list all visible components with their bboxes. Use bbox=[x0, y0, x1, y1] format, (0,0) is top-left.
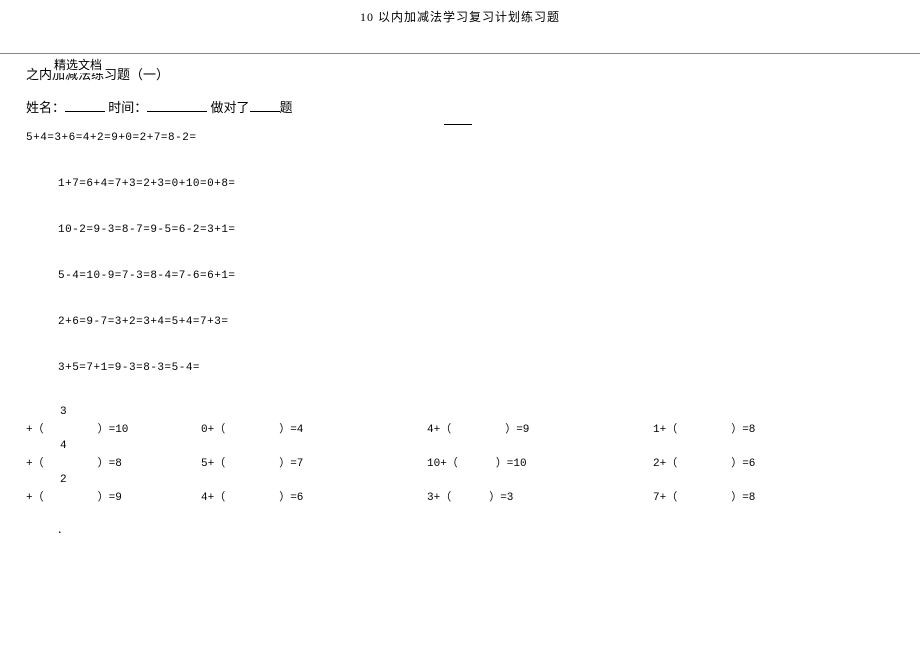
fill-cell: 3+（ ）=3 bbox=[427, 488, 653, 504]
cell-rhs: ）=3 bbox=[489, 492, 513, 504]
lead-top-number: 2 bbox=[60, 474, 67, 486]
equation-line-first: 5+4=3+6=4+2=9+0=2+7=8-2= bbox=[26, 132, 920, 144]
cell-lhs: 3+（ bbox=[427, 492, 451, 504]
cell-lhs: 1+（ bbox=[653, 424, 677, 436]
fill-cell: 7+（ ）=8 bbox=[653, 488, 879, 504]
correct-prefix: 做对了 bbox=[211, 100, 250, 115]
fill-cell: 10+（ ）=10 bbox=[427, 454, 653, 470]
equation-line: 3+5=7+1=9-3=8-3=5-4= bbox=[58, 362, 920, 374]
fill-cell: 5+（ ）=7 bbox=[201, 454, 427, 470]
correct-suffix: 题 bbox=[280, 100, 293, 115]
lead-lhs: +（ bbox=[26, 424, 44, 436]
section-label: 精选文档 bbox=[52, 56, 104, 73]
cell-lhs: 4+（ bbox=[427, 424, 451, 436]
cell-rhs: ）=4 bbox=[279, 424, 303, 436]
equation-line: 1+7=6+4=7+3=2+3=0+10=0+8= bbox=[58, 178, 920, 190]
fill-row: 4 +（）=8 5+（）=7 10+（）=10 2+（）=6 bbox=[26, 454, 920, 470]
name-time-row: 姓名： 时间： 做对了 题 bbox=[26, 97, 920, 116]
lead-rhs: ）=9 bbox=[98, 492, 122, 504]
cell-lhs: 0+（ bbox=[201, 424, 225, 436]
fill-row: 3 +（）=10 0+（）=4 4+（）=9 1+（）=8 bbox=[26, 420, 920, 436]
cell-rhs: ）=10 bbox=[496, 458, 527, 470]
cell-lhs: 10+（ bbox=[427, 458, 458, 470]
fill-cell: 0+（ ）=4 bbox=[201, 420, 427, 436]
lead-top-number: 3 bbox=[60, 406, 67, 418]
name-blank bbox=[65, 98, 105, 112]
cell-lhs: 2+（ bbox=[653, 458, 677, 470]
fill-row: 2 +（）=9 4+（）=6 3+（）=3 7+（）=8 bbox=[26, 488, 920, 504]
fill-lead-cell: 4 +（）=8 bbox=[26, 454, 201, 470]
fill-lead-cell: 2 +（）=9 bbox=[26, 488, 201, 504]
time-label: 时间： bbox=[108, 100, 147, 115]
lead-top-number: 4 bbox=[60, 440, 67, 452]
fill-cell: 4+（ ）=6 bbox=[201, 488, 427, 504]
fill-cell: 2+（ ）=6 bbox=[653, 454, 879, 470]
page-title: 10 以内加减法学习复习计划练习题 bbox=[0, 0, 920, 25]
cell-rhs: ）=7 bbox=[279, 458, 303, 470]
end-dot: . bbox=[58, 522, 920, 538]
lead-lhs: +（ bbox=[26, 458, 44, 470]
name-label: 姓名： bbox=[26, 100, 65, 115]
lead-rhs: ）=10 bbox=[98, 424, 129, 436]
cell-lhs: 5+（ bbox=[201, 458, 225, 470]
cell-rhs: ）=9 bbox=[505, 424, 529, 436]
time-blank bbox=[147, 98, 207, 112]
cell-rhs: ）=6 bbox=[279, 492, 303, 504]
cell-rhs: ）=8 bbox=[731, 424, 755, 436]
cell-lhs: 7+（ bbox=[653, 492, 677, 504]
fill-cell: 1+（ ）=8 bbox=[653, 420, 879, 436]
equation-line: 2+6=9-7=3+2=3+4=5+4=7+3= bbox=[58, 316, 920, 328]
fill-cell: 4+（ ）=9 bbox=[427, 420, 653, 436]
subtitle: 之内加减法练习题（一） bbox=[26, 64, 920, 83]
cell-rhs: ）=8 bbox=[731, 492, 755, 504]
correct-blank bbox=[250, 98, 280, 112]
divider-line bbox=[0, 53, 920, 54]
lead-lhs: +（ bbox=[26, 492, 44, 504]
cell-rhs: ）=6 bbox=[731, 458, 755, 470]
equation-line: 5-4=10-9=7-3=8-4=7-6=6+1= bbox=[58, 270, 920, 282]
fill-blank-section: 3 +（）=10 0+（）=4 4+（）=9 1+（）=8 4 +（）=8 5+… bbox=[26, 420, 920, 504]
fill-lead-cell: 3 +（）=10 bbox=[26, 420, 201, 436]
dash-mark bbox=[444, 124, 472, 125]
equation-line: 10-2=9-3=8-7=9-5=6-2=3+1= bbox=[58, 224, 920, 236]
cell-lhs: 4+（ bbox=[201, 492, 225, 504]
lead-rhs: ）=8 bbox=[98, 458, 122, 470]
